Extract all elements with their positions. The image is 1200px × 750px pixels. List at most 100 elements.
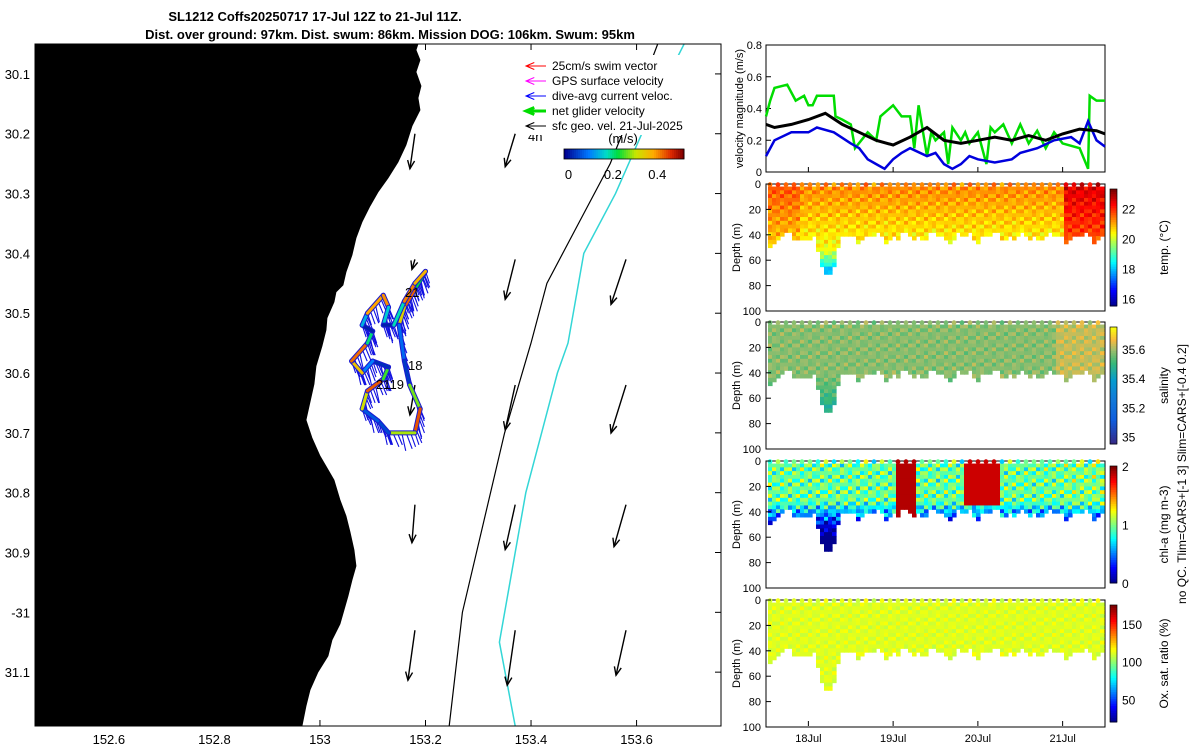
section-cell [892,467,897,472]
section-cell [1004,228,1009,233]
section-cell [972,613,977,619]
section-cell [844,621,849,626]
section-cell [812,610,817,615]
section-cell [808,501,813,507]
section-cell [884,625,889,630]
section-cell [1080,505,1085,510]
section-cell [768,358,773,364]
section-cell [1052,486,1057,491]
section-cell [840,324,845,329]
section-cell [860,640,865,646]
section-cell [1096,190,1101,195]
section-cell [992,324,997,329]
section-cell [948,505,953,510]
section-cell [1080,197,1085,203]
section-cell [848,347,853,352]
section-cell [848,332,853,337]
section-cell [824,194,829,199]
section-colorbar-cell [1110,277,1117,281]
section-cell [936,332,941,337]
section-cell [824,682,829,687]
section-cell [892,501,897,507]
section-cell [880,497,885,503]
section-cell [836,209,841,214]
section-cell [1092,482,1097,487]
section-cell [808,606,813,611]
section-cell [900,501,905,507]
section-cell [832,335,837,341]
section-cell [920,335,925,341]
section-cell [892,636,897,642]
section-cell [948,197,953,203]
section-cell [832,652,837,657]
section-cell [1084,201,1089,207]
section-cell [892,205,897,210]
section-cell [924,186,929,191]
section-cell [1100,228,1105,233]
section-cell [1064,362,1069,368]
section-cell [844,610,849,615]
section-cell [792,474,797,480]
section-cell [944,228,949,233]
section-colorbar-cell [1110,268,1117,272]
section-cell [792,509,797,514]
section-cell [1072,201,1077,207]
section-cell [896,640,901,646]
section-colorbar-cell [1110,543,1117,547]
section-cell [792,355,797,360]
section-cell [952,497,957,503]
section-cell [840,617,845,623]
colorbar-cell [656,149,659,159]
section-cell [852,335,857,341]
section-cell [920,606,925,611]
surface-sample [903,320,909,326]
section-cell [824,190,829,195]
section-cell [1068,478,1073,484]
section-cell [928,343,933,348]
section-cell [1032,463,1037,468]
section-cell [896,328,901,333]
section-cell [780,370,785,375]
section-cell [816,351,821,356]
section-cell [768,362,773,368]
colorbar-cell [610,149,613,159]
section-cell [968,621,973,626]
section-cell [832,613,837,619]
section-cell [1016,486,1021,491]
section-cell [848,362,853,368]
section-cell [924,339,929,345]
section-cell [884,358,889,364]
section-cell [828,186,833,191]
section-cell [840,613,845,619]
section-colorbar-cell [1110,434,1117,438]
section-cell [868,602,873,607]
section-cell [940,232,945,237]
section-colorbar-label: temp. (°C) [1157,220,1171,275]
section-cell [1052,197,1057,203]
section-cell [1060,205,1065,210]
section-cell [780,490,785,495]
section-cell [1056,505,1061,510]
section-cell [872,190,877,195]
section-cell [924,209,929,214]
section-cell [856,209,861,214]
section-cell [896,494,901,499]
section-cell [908,509,913,514]
section-cell [860,471,865,476]
section-cell [1016,190,1021,195]
section-cell [860,220,865,226]
section-cell [1008,328,1013,333]
section-cell [1076,213,1081,218]
section-cell [1076,217,1081,222]
section-cell [924,474,929,480]
section-cell [784,610,789,615]
surface-sample [807,182,813,188]
section-cell [1084,355,1089,360]
section-cell [808,617,813,623]
section-cell [828,332,833,337]
geo-velocity-arrow-head [503,157,512,169]
section-cell [1072,205,1077,210]
section-cell [912,343,917,348]
section-cell [824,366,829,371]
section-cell [1048,335,1053,341]
